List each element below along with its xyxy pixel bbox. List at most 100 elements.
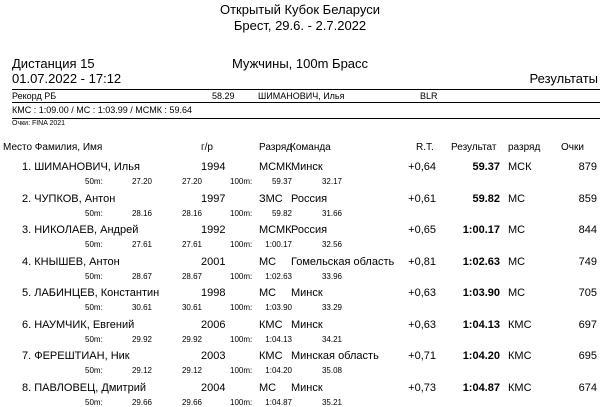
split-100-time: 59.37	[271, 177, 292, 186]
result-grade: КМС	[508, 381, 532, 394]
split-50-time: 30.61	[131, 303, 152, 312]
fina-points: 695	[578, 350, 597, 362]
split-50-lap: 27.61	[181, 240, 202, 249]
birth-year: 1994	[201, 161, 226, 173]
split-100-lap: 32.17	[321, 177, 342, 186]
col-place-name: Место Фамилия, Имя	[3, 142, 103, 153]
split-100-time: 1:04.20	[265, 366, 292, 375]
result-time: 59.82	[472, 192, 500, 205]
result-grade: МСК	[508, 161, 532, 173]
split-100-time: 1:04.13	[265, 334, 292, 344]
team-name: Минск	[291, 287, 323, 299]
reaction-time: +0,64	[408, 161, 436, 173]
fina-points: 705	[578, 287, 597, 299]
split-50-lap: 29.92	[181, 334, 202, 344]
split-50-time: 28.16	[131, 208, 152, 218]
athlete-name: 4. КНЫШЕВ, Антон	[22, 255, 120, 268]
team-name: Минская область	[291, 350, 379, 362]
col-result: Результат	[451, 142, 497, 153]
result-time: 59.37	[472, 161, 500, 173]
split-50-time: 29.12	[131, 366, 152, 375]
team-name: Гомельская область	[291, 255, 395, 268]
col-rank: Разряд	[259, 142, 293, 153]
qualifying-standards: КМС : 1:09.00 / МС : 1:03.99 / МСМК : 59…	[12, 105, 192, 115]
reaction-time: +0,81	[408, 255, 436, 268]
fina-points: 674	[578, 381, 597, 394]
record-time: 58.29	[212, 91, 235, 101]
athlete-rank: КМС	[259, 350, 283, 362]
split-100-time: 1:02.63	[265, 271, 292, 281]
split-100-time: 1:04.87	[265, 397, 292, 407]
athlete-name: 3. НИКОЛАЕВ, Андрей	[22, 224, 139, 236]
fina-points: 879	[578, 161, 597, 173]
split-100-label: 100m:	[230, 240, 253, 249]
team-name: Россия	[291, 192, 328, 205]
athlete-name: 1. ШИМАНОВИЧ, Илья	[22, 161, 140, 173]
split-50-label: 50m:	[85, 397, 103, 407]
fina-points: 859	[578, 192, 597, 205]
reaction-time: +0,63	[408, 318, 436, 331]
split-50-lap: 28.67	[181, 271, 202, 281]
result-time: 1:03.90	[462, 287, 500, 299]
split-100-time: 1:03.90	[265, 303, 292, 312]
split-50-time: 28.67	[131, 271, 152, 281]
reaction-time: +0,71	[408, 350, 436, 362]
split-50-lap: 30.61	[181, 303, 202, 312]
split-50-time: 29.92	[131, 334, 152, 344]
record-nation: BLR	[420, 91, 438, 101]
split-100-label: 100m:	[230, 177, 253, 186]
col-points: Очки	[561, 142, 584, 153]
split-100-label: 100m:	[230, 271, 253, 281]
reaction-time: +0,73	[408, 381, 436, 394]
birth-year: 2006	[201, 318, 226, 331]
result-grade: МС	[508, 224, 526, 236]
split-100-lap: 35.21	[321, 397, 342, 407]
birth-year: 1992	[201, 224, 226, 236]
team-name: Россия	[291, 224, 328, 236]
birth-year: 1997	[201, 192, 226, 205]
team-name: Минск	[291, 318, 323, 331]
birth-year: 2004	[201, 381, 226, 394]
athlete-name: 8. ПАВЛОВЕЦ, Дмитрий	[22, 381, 146, 394]
split-50-lap: 27.20	[181, 177, 202, 186]
athlete-name: 7. ФЕРЕШТИАН, Ник	[22, 350, 130, 362]
split-50-label: 50m:	[85, 334, 103, 344]
split-50-lap: 28.16	[181, 208, 202, 218]
split-50-label: 50m:	[85, 366, 103, 375]
result-grade: МС	[508, 255, 526, 268]
athlete-name: 6. НАУМЧИК, Евгений	[22, 318, 135, 331]
col-grade: разряд	[508, 142, 541, 153]
event-datetime: 01.07.2022 - 17:12	[12, 71, 122, 86]
result-time: 1:04.20	[462, 350, 500, 362]
split-100-time: 59.82	[271, 208, 292, 218]
divider-standards	[12, 118, 600, 119]
fina-points: 749	[578, 255, 597, 268]
split-50-time: 29.66	[131, 397, 152, 407]
split-50-label: 50m:	[85, 240, 103, 249]
results-label: Результаты	[529, 71, 598, 86]
athlete-rank: МС	[259, 287, 277, 299]
reaction-time: +0,61	[408, 192, 436, 205]
points-note: Очки: FINA 2021	[12, 120, 66, 127]
split-100-lap: 33.96	[321, 271, 342, 281]
split-50-label: 50m:	[85, 208, 103, 218]
athlete-rank: КМС	[259, 318, 283, 331]
split-100-lap: 33.29	[321, 303, 342, 312]
split-100-lap: 35.08	[321, 366, 342, 375]
split-100-label: 100m:	[230, 397, 253, 407]
result-grade: МС	[508, 192, 526, 205]
divider-record	[12, 102, 600, 103]
athlete-rank: МСМК	[259, 224, 292, 236]
split-50-lap: 29.66	[181, 397, 202, 407]
reaction-time: +0,63	[408, 287, 436, 299]
split-100-label: 100m:	[230, 366, 253, 375]
split-50-time: 27.20	[131, 177, 152, 186]
event-name: Мужчины, 100m Брасс	[231, 56, 369, 71]
fina-points: 844	[578, 224, 597, 236]
split-50-lap: 29.12	[181, 366, 202, 375]
split-100-lap: 32.56	[321, 240, 342, 249]
record-label: Рекорд РБ	[12, 91, 57, 101]
meet-title: Открытый Кубок Беларуси	[219, 2, 381, 17]
result-time: 1:04.13	[462, 318, 500, 331]
